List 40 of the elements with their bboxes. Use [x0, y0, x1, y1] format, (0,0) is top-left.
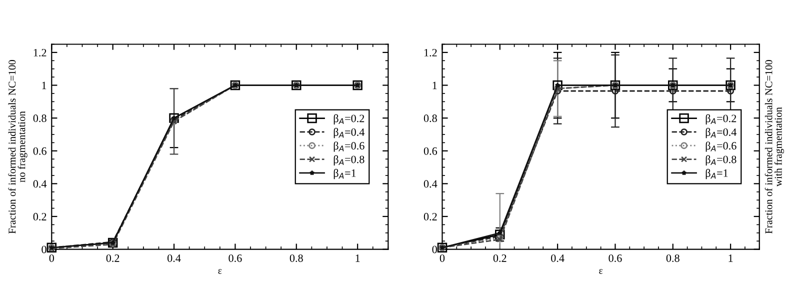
- x-tick-label: 0.8: [666, 254, 680, 262]
- y-tick-label: 1.2: [34, 48, 46, 56]
- legend-label: β$_{A}$=0.8: [706, 155, 736, 166]
- y-tick-label: 1: [432, 82, 437, 90]
- legend-label: β$_{A}$=0.6: [706, 142, 736, 152]
- x-axis-title: ε: [599, 269, 603, 274]
- y-tick-label: 0.8: [424, 114, 437, 122]
- y-tick-label: 0.4: [33, 180, 47, 188]
- legend-label: β$_{A}$=1: [706, 168, 728, 180]
- y-tick-label: 0.8: [33, 114, 46, 122]
- y-axis-title: Fraction of informed individuals NC=100 with fragmentation: [764, 60, 784, 234]
- x-tick-label: 0.6: [228, 254, 242, 262]
- y-tick-label: 1: [42, 82, 46, 90]
- y-tick-label: 1.2: [424, 48, 437, 56]
- y-axis-title: Fraction of informed individuals NC=100 no fragmentation: [8, 60, 28, 234]
- legend-label: β$_{A}$=0.4: [706, 128, 737, 138]
- y-tick-label: 0.6: [33, 147, 46, 155]
- legend-label: β$_{A}$=0.6: [334, 142, 364, 152]
- x-tick-label: 0: [440, 254, 445, 262]
- x-tick-label: 0.2: [106, 254, 120, 262]
- y-tick-label: 0: [42, 246, 46, 254]
- y-tick-label: 0: [432, 246, 437, 254]
- x-axis-title: ε: [218, 269, 222, 274]
- legend-label: β$_{A}$=0.8: [334, 155, 364, 166]
- legend-label: β$_{A}$=0.2: [334, 114, 364, 124]
- x-tick-label: 1: [356, 254, 360, 262]
- y-tick-label: 0.6: [424, 147, 438, 155]
- legend-label: β$_{A}$=0.2: [706, 114, 736, 124]
- x-tick-label: 0.4: [551, 254, 564, 262]
- x-tick-label: 0.6: [608, 254, 622, 262]
- y-tick-label: 0.2: [424, 212, 437, 220]
- x-tick-label: 0: [49, 254, 54, 262]
- y-tick-label: 0.2: [33, 212, 46, 220]
- x-tick-label: 1: [728, 254, 733, 262]
- legend-label: β$_{A}$=0.4: [334, 128, 365, 138]
- legend-label: β$_{A}$=1: [334, 168, 356, 180]
- x-tick-label: 0.8: [290, 254, 303, 262]
- x-tick-label: 0.2: [493, 254, 506, 262]
- x-tick-label: 0.4: [168, 254, 181, 262]
- y-tick-label: 0.4: [424, 180, 438, 188]
